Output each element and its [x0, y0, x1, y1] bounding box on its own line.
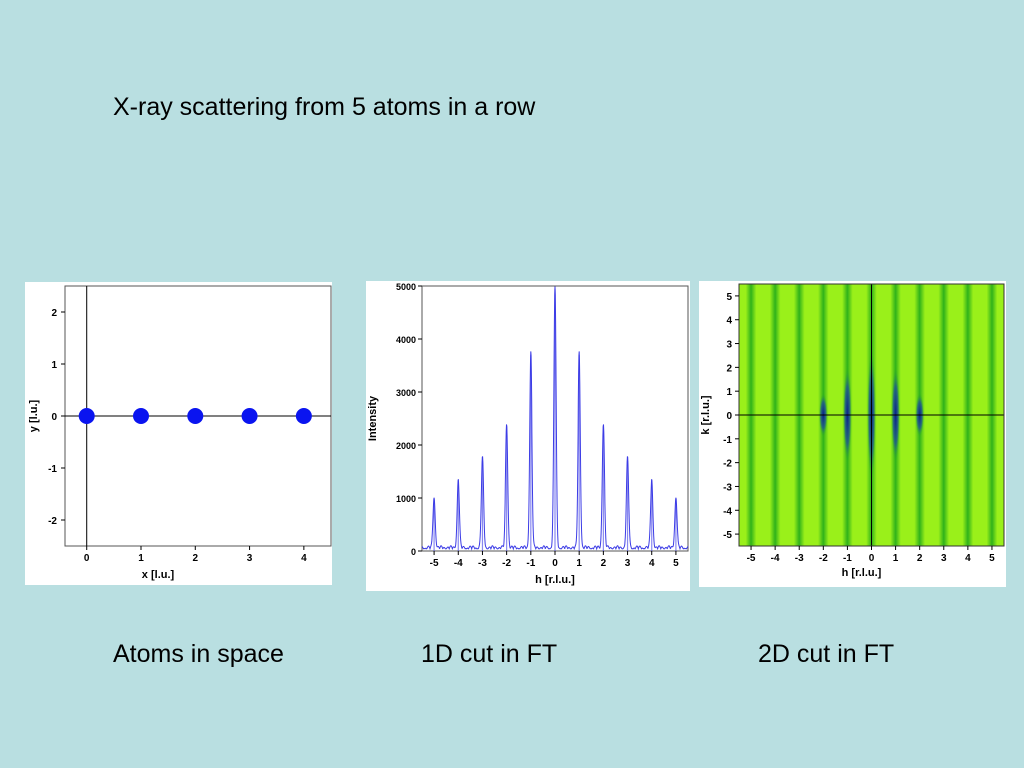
- atom-point: [133, 408, 149, 424]
- x-tick-label: 4: [301, 553, 307, 564]
- y-tick-label: -3: [723, 482, 732, 493]
- y-axis-label: k [r.l.u.]: [700, 395, 712, 434]
- y-tick-label: 3000: [396, 388, 416, 398]
- x-tick-label: 4: [649, 558, 655, 569]
- x-tick-label: -1: [526, 558, 535, 569]
- x-tick-label: -5: [747, 553, 756, 564]
- x-tick-label: -3: [478, 558, 487, 569]
- x-tick-label: 3: [941, 553, 947, 564]
- x-axis-label: x [l.u.]: [142, 569, 175, 581]
- x-tick-label: 2: [601, 558, 607, 569]
- y-axis-label: y [l.u.]: [28, 399, 40, 432]
- y-tick-label: 1000: [396, 494, 416, 504]
- y-tick-label: 5: [726, 292, 732, 303]
- x-tick-label: 1: [576, 558, 582, 569]
- x-tick-label: 0: [869, 553, 875, 564]
- y-tick-label: -5: [723, 530, 732, 541]
- y-tick-label: 0: [51, 412, 57, 423]
- x-tick-label: 0: [552, 558, 558, 569]
- intensity-series-line: [421, 286, 689, 551]
- x-tick-label: -4: [454, 558, 463, 569]
- x-axis-label: h [r.l.u.]: [842, 567, 882, 579]
- y-tick-label: 0: [411, 547, 416, 557]
- x-tick-label: 0: [84, 553, 90, 564]
- y-tick-label: -2: [48, 516, 57, 527]
- x-tick-label: 3: [247, 553, 253, 564]
- caption-1d-cut: 1D cut in FT: [421, 640, 558, 668]
- y-tick-label: 2: [51, 308, 57, 319]
- y-tick-label: 1: [51, 360, 57, 371]
- y-tick-label: 2000: [396, 441, 416, 451]
- y-tick-label: 4: [726, 316, 732, 327]
- atom-point: [187, 408, 204, 424]
- x-tick-label: 4: [965, 553, 971, 564]
- intensity-plot-panel: -5 -4 -3 -2 -1 0 1 2 3 4 5 5000 4000 3000 2000 1000 0 h […: [366, 281, 690, 591]
- y-tick-label: 0: [726, 411, 732, 422]
- x-tick-label: -5: [430, 558, 439, 569]
- y-axis-label: Intensity: [367, 395, 379, 441]
- y-tick-label: 5000: [396, 282, 416, 292]
- atom-point: [295, 408, 312, 424]
- atoms-plot-panel: 0 1 2 3 4 2 1 0 -1 -2 x [l.u.] y [l.u.]: [25, 282, 332, 585]
- x-axis-label: h [r.l.u.]: [535, 574, 575, 586]
- x-tick-label: 1: [893, 553, 899, 564]
- atom-point: [241, 408, 258, 424]
- y-tick-label: 3: [726, 340, 732, 351]
- caption-atoms: Atoms in space: [113, 640, 284, 668]
- x-tick-label: -2: [502, 558, 511, 569]
- y-tick-label: -1: [48, 464, 57, 475]
- x-tick-label: -3: [795, 553, 804, 564]
- intensity-line-plot: -5 -4 -3 -2 -1 0 1 2 3 4 5 5000 4000 3000 2000 1000 0 h […: [367, 282, 689, 586]
- y-tick-label: 2: [726, 363, 732, 374]
- x-tick-label: 2: [917, 553, 923, 564]
- x-tick-label: 2: [193, 553, 199, 564]
- atoms-scatter-plot: 0 1 2 3 4 2 1 0 -1 -2 x [l.u.] y [l.u.]: [28, 285, 332, 581]
- y-tick-label: -1: [723, 435, 732, 446]
- x-tick-label: 1: [138, 553, 144, 564]
- y-tick-label: -2: [723, 459, 732, 470]
- map-plot-panel: -5 -4 -3 -2 -1 0 1 2 3 4 5 5 4 3 2 1 0 -1 -2 -3 -4 -5 h [r.l.u…: [699, 281, 1006, 587]
- x-tick-label: 3: [625, 558, 631, 569]
- y-tick-label: -4: [723, 506, 732, 517]
- x-tick-label: -4: [771, 553, 780, 564]
- x-tick-label: -2: [819, 553, 828, 564]
- y-tick-label: 4000: [396, 335, 416, 345]
- x-tick-label: -1: [843, 553, 852, 564]
- reciprocal-map-plot: -5 -4 -3 -2 -1 0 1 2 3 4 5 5 4 3 2 1 0 -1 -2 -3 -4 -5 h [r.l.u…: [700, 283, 1005, 579]
- y-tick-label: 1: [726, 387, 732, 398]
- caption-2d-cut: 2D cut in FT: [758, 640, 895, 668]
- atom-point: [78, 408, 95, 424]
- x-tick-label: 5: [989, 553, 995, 564]
- x-tick-label: 5: [673, 558, 679, 569]
- slide-title: X-ray scattering from 5 atoms in a row: [113, 93, 536, 121]
